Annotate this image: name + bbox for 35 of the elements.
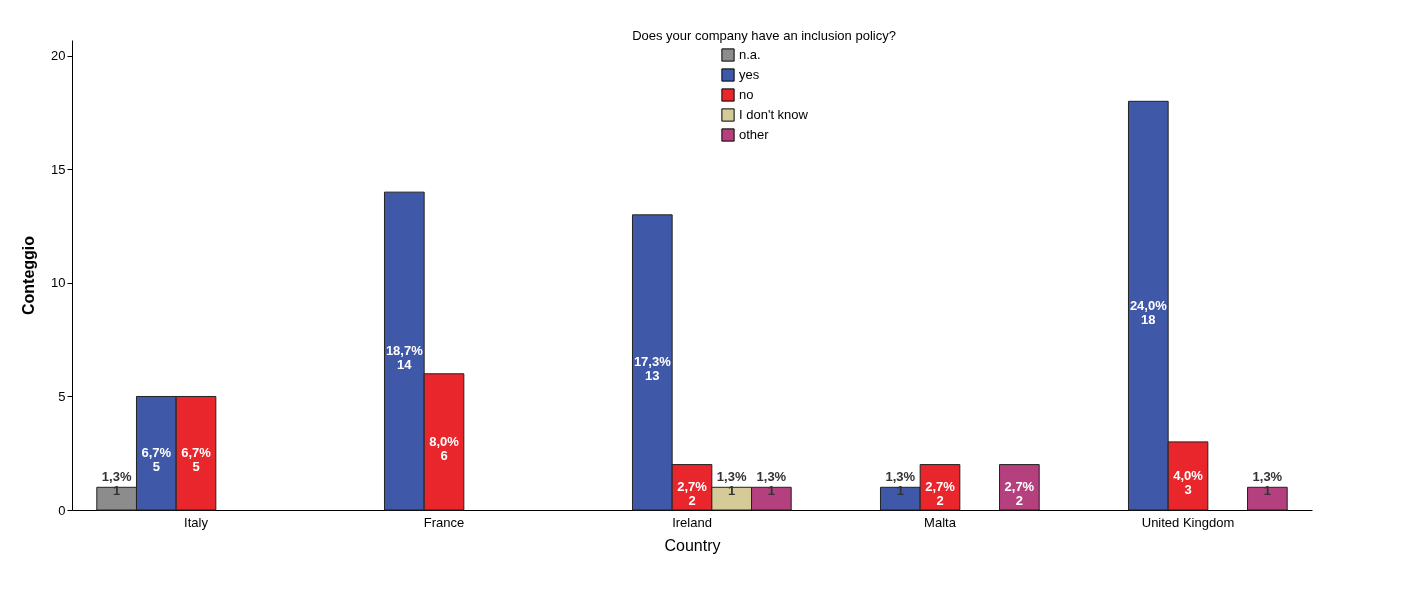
legend-label: I don't know <box>739 107 809 122</box>
x-axis-title: Country <box>664 536 721 554</box>
data-label: 6,7% 5 <box>141 445 172 475</box>
data-label: 4,0% 3 <box>1173 467 1204 497</box>
y-axis-title: Conteggio <box>20 235 38 316</box>
data-label: 18,7% 14 <box>385 343 424 373</box>
data-label: 1,3% 1 <box>1252 469 1283 499</box>
x-tick-label: France <box>423 514 465 530</box>
data-label: 1,3% 1 <box>756 469 787 499</box>
legend-label: other <box>739 127 770 142</box>
data-label: 17,3% 13 <box>633 354 672 384</box>
y-tick-label: 15 <box>51 161 66 177</box>
y-tick-label: 0 <box>58 502 66 518</box>
x-tick-label: Ireland <box>672 514 712 530</box>
legend-label: n.a. <box>739 47 761 62</box>
data-label: 2,7% 2 <box>925 479 956 509</box>
data-label: 1,3% 1 <box>716 469 747 499</box>
data-label: 2,7% 2 <box>677 479 708 509</box>
legend-title: Does your company have an inclusion policy? <box>632 28 896 43</box>
y-tick-label: 5 <box>58 388 66 404</box>
y-tick-label: 20 <box>51 48 66 64</box>
data-label: 8,0% 6 <box>429 433 460 463</box>
legend-label: yes <box>739 67 760 82</box>
data-label: 1,3% 1 <box>101 469 132 499</box>
data-label: 2,7% 2 <box>1004 479 1035 509</box>
data-label: 1,3% 1 <box>885 469 916 499</box>
y-tick-label: 10 <box>51 275 66 291</box>
x-tick-label: Malta <box>924 514 957 530</box>
bar <box>999 464 1040 511</box>
data-label: 24,0% 18 <box>1129 297 1168 327</box>
bar <box>1247 486 1288 511</box>
x-tick-label: United Kingdom <box>1141 514 1235 530</box>
data-label: 6,7% 5 <box>181 445 212 475</box>
x-tick-label: Italy <box>184 514 209 530</box>
legend-label: no <box>739 87 754 102</box>
